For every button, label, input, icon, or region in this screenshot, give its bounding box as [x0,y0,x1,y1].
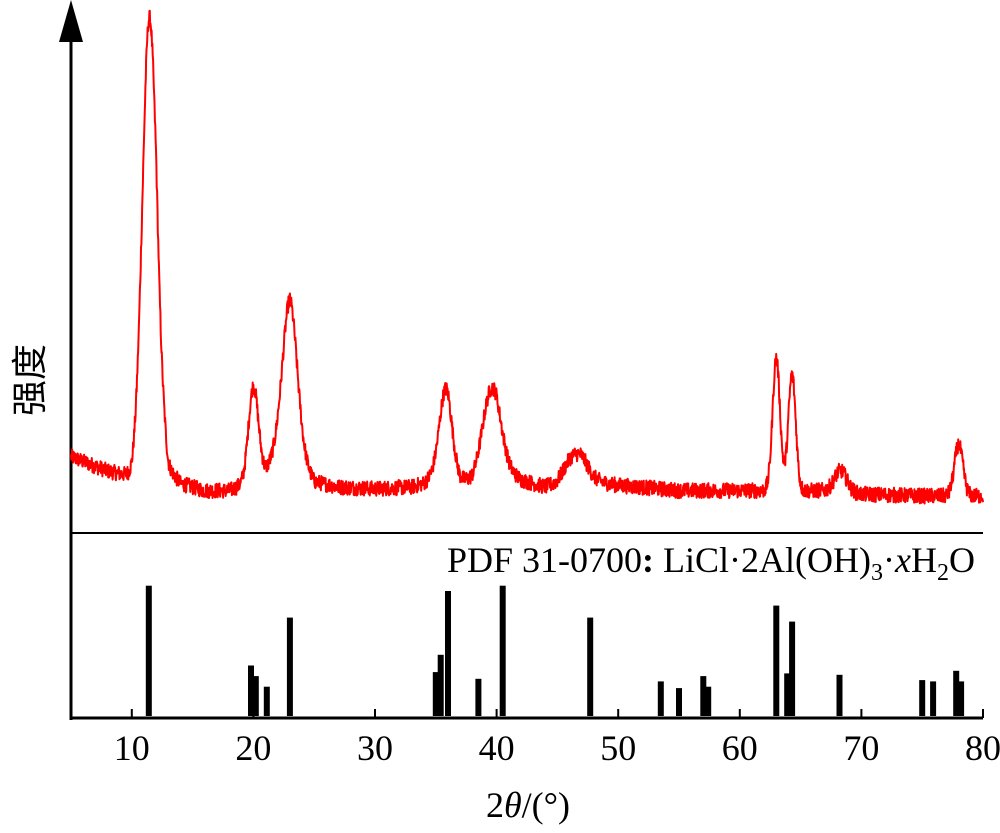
reference-stick [705,686,712,716]
reference-stick [145,585,152,716]
x-axis-title: 2θ/(°) [486,785,570,825]
reference-stick [676,688,682,716]
reference-stick [919,680,926,716]
reference-stick [836,674,843,716]
reference-stick [248,665,254,716]
reference-stick [286,617,293,716]
xrd-pattern-line [70,9,984,505]
x-tick-label: 70 [843,728,879,768]
x-ticks: 10 20 30 40 50 60 70 80 [114,709,1000,768]
reference-stick [499,585,506,716]
reference-stick [789,621,796,716]
reference-stick [437,654,444,716]
reference-stick [773,605,780,716]
reference-stick [475,678,482,716]
reference-stick [930,681,937,716]
reference-stick [657,681,664,716]
reference-stick [784,673,791,716]
y-axis-arrow [59,0,83,42]
reference-stick [587,617,594,716]
reference-stick [958,681,965,716]
reference-stick [263,686,270,716]
y-axis-title: 强度 [10,344,50,416]
x-tick-label: 60 [722,728,758,768]
x-tick-label: 80 [965,728,1000,768]
reference-stick [252,676,259,716]
x-tick-label: 50 [600,728,636,768]
reference-stick [432,672,439,716]
x-tick-label: 20 [235,728,271,768]
x-tick-label: 40 [479,728,515,768]
x-tick-label: 30 [357,728,393,768]
reference-stick [700,676,707,716]
reference-stick [953,670,960,716]
reference-stick [445,591,451,716]
reference-label: PDF 31-0700: LiCl·2Al(OH)3·xH2O [447,540,975,586]
x-tick-label: 10 [114,728,150,768]
reference-sticks [145,585,965,716]
